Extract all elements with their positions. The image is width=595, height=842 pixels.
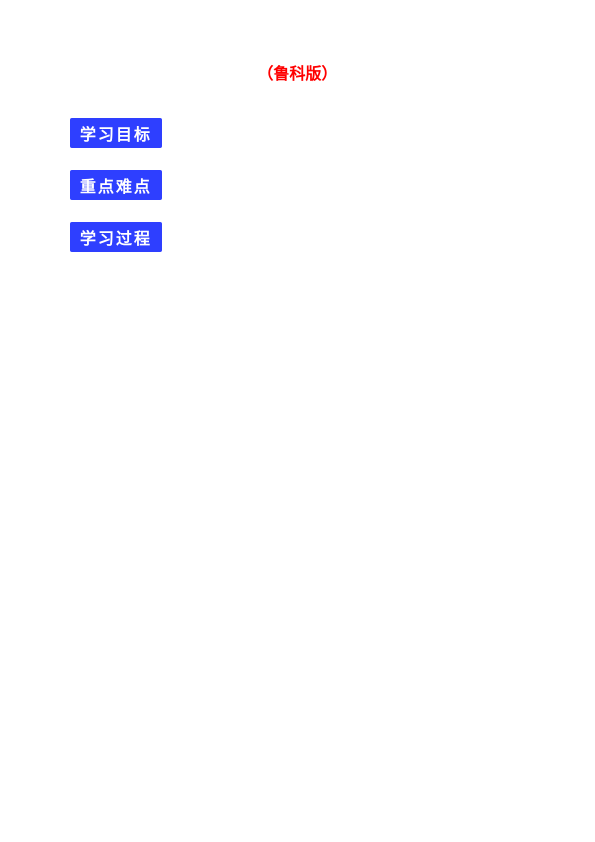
badge-goals: 学习目标: [70, 118, 162, 148]
title-highlight: （鲁科版）: [257, 66, 337, 83]
badge-process: 学习过程: [70, 222, 162, 252]
badge-keypoints: 重点难点: [70, 170, 162, 200]
page-root: （鲁科版） 学习目标 重点难点 学习过程: [0, 0, 595, 300]
doc-title: （鲁科版）: [70, 60, 525, 84]
